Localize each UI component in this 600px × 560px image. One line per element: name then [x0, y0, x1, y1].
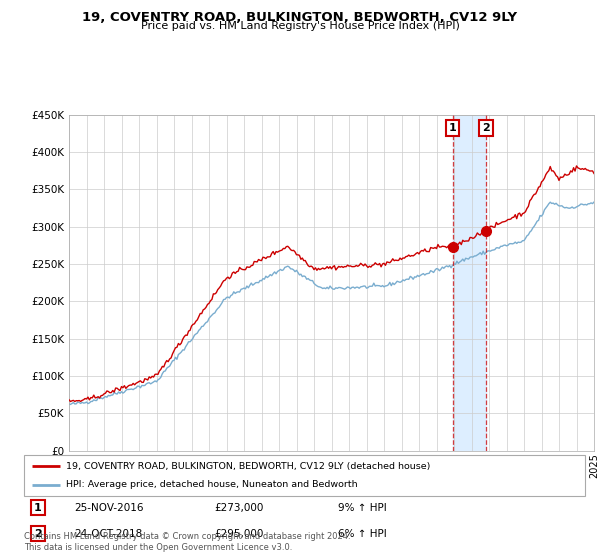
Text: 19, COVENTRY ROAD, BULKINGTON, BEDWORTH, CV12 9LY (detached house): 19, COVENTRY ROAD, BULKINGTON, BEDWORTH,… — [66, 461, 430, 470]
Text: Price paid vs. HM Land Registry's House Price Index (HPI): Price paid vs. HM Land Registry's House … — [140, 21, 460, 31]
Text: Contains HM Land Registry data © Crown copyright and database right 2024.
This d: Contains HM Land Registry data © Crown c… — [24, 532, 350, 552]
Text: 1: 1 — [449, 123, 457, 133]
Text: 19, COVENTRY ROAD, BULKINGTON, BEDWORTH, CV12 9LY: 19, COVENTRY ROAD, BULKINGTON, BEDWORTH,… — [82, 11, 518, 24]
Text: 1: 1 — [34, 502, 42, 512]
Text: 9% ↑ HPI: 9% ↑ HPI — [338, 502, 387, 512]
Text: 2: 2 — [34, 529, 42, 539]
Text: HPI: Average price, detached house, Nuneaton and Bedworth: HPI: Average price, detached house, Nune… — [66, 480, 358, 489]
Text: 25-NOV-2016: 25-NOV-2016 — [74, 502, 144, 512]
Text: 6% ↑ HPI: 6% ↑ HPI — [338, 529, 387, 539]
Bar — [452, 115, 486, 451]
Text: 2: 2 — [482, 123, 490, 133]
Text: £273,000: £273,000 — [215, 502, 264, 512]
Text: £295,000: £295,000 — [215, 529, 264, 539]
Text: 24-OCT-2018: 24-OCT-2018 — [74, 529, 143, 539]
